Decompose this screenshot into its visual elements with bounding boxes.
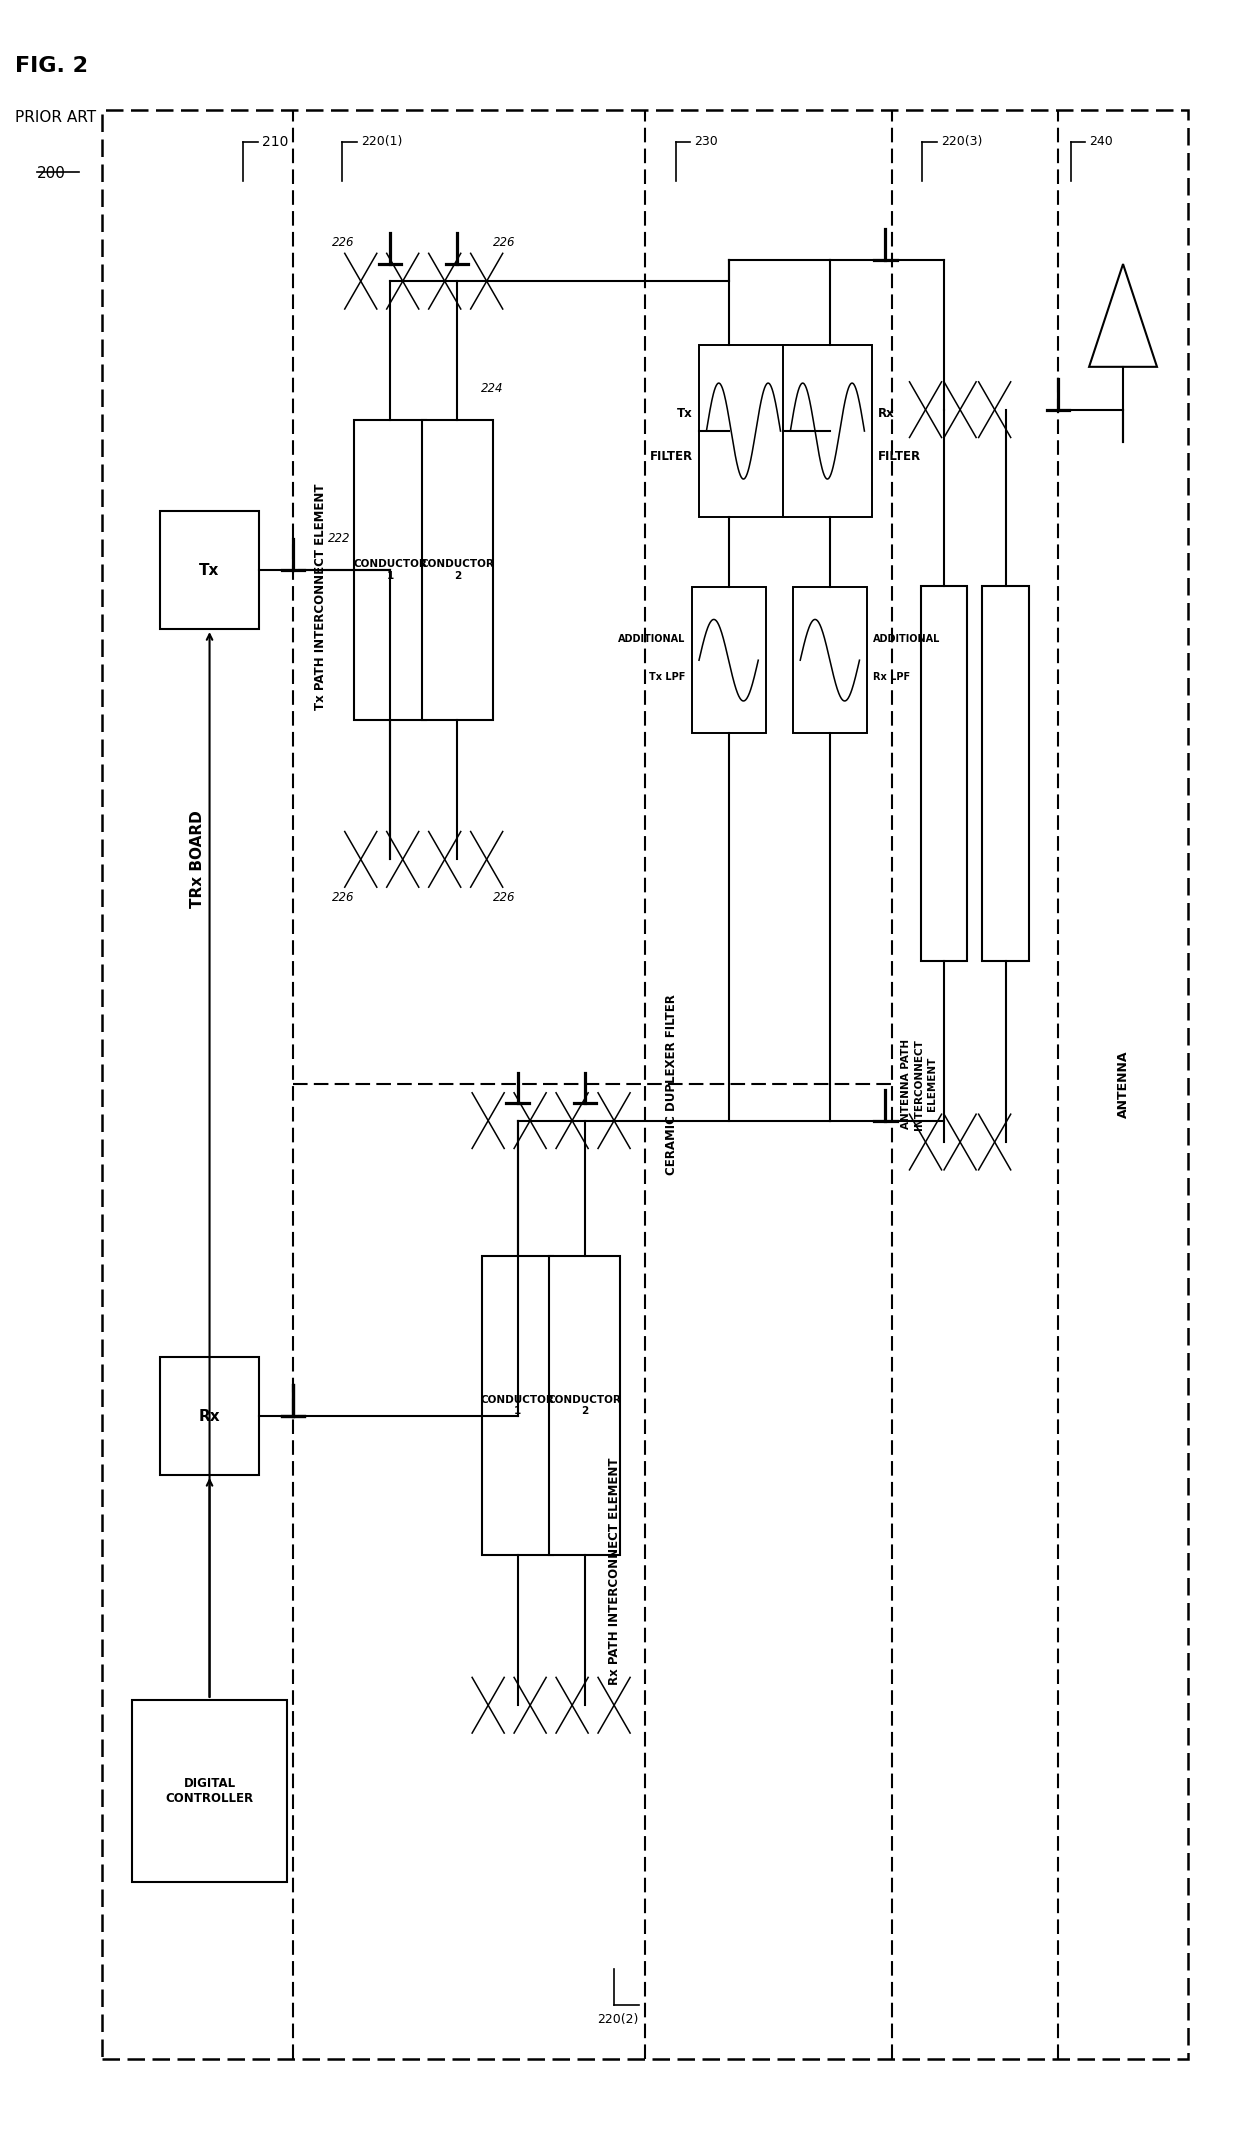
Polygon shape — [692, 588, 765, 732]
Text: PRIOR ART: PRIOR ART — [15, 109, 97, 125]
Text: Rx LPF: Rx LPF — [873, 672, 910, 683]
Text: Rx PATH INTERCONNECT ELEMENT: Rx PATH INTERCONNECT ELEMENT — [608, 1458, 620, 1685]
Text: 226: 226 — [332, 891, 355, 904]
Polygon shape — [982, 586, 1029, 962]
Text: CERAMIC DUPLEXER FILTER: CERAMIC DUPLEXER FILTER — [666, 994, 678, 1174]
Text: Tx: Tx — [200, 563, 219, 578]
Polygon shape — [160, 511, 259, 629]
Polygon shape — [133, 1700, 286, 1883]
Text: Tx LPF: Tx LPF — [649, 672, 686, 683]
Text: Tx PATH INTERCONNECT ELEMENT: Tx PATH INTERCONNECT ELEMENT — [314, 483, 326, 711]
Polygon shape — [782, 346, 872, 517]
Text: 210: 210 — [262, 135, 289, 148]
Text: 220(1): 220(1) — [361, 135, 402, 148]
Text: 226: 226 — [492, 891, 516, 904]
Text: Rx: Rx — [198, 1408, 221, 1423]
Text: 220(2): 220(2) — [598, 2014, 639, 2027]
Polygon shape — [482, 1256, 553, 1554]
Text: 222: 222 — [329, 532, 351, 545]
Text: TRx BOARD: TRx BOARD — [190, 809, 205, 908]
Text: 226: 226 — [492, 236, 516, 249]
Text: ADDITIONAL: ADDITIONAL — [618, 633, 686, 644]
Text: CONDUCTOR
2: CONDUCTOR 2 — [548, 1396, 621, 1417]
Text: 230: 230 — [694, 135, 718, 148]
Text: FILTER: FILTER — [650, 451, 693, 464]
Polygon shape — [160, 1357, 259, 1475]
Text: ADDITIONAL: ADDITIONAL — [873, 633, 940, 644]
Text: Tx: Tx — [677, 408, 693, 421]
Text: 226: 226 — [332, 236, 355, 249]
Polygon shape — [422, 421, 494, 719]
Polygon shape — [355, 421, 427, 719]
Polygon shape — [920, 586, 967, 962]
Text: DIGITAL
CONTROLLER: DIGITAL CONTROLLER — [165, 1778, 254, 1806]
Polygon shape — [792, 588, 867, 732]
Text: 240: 240 — [1089, 135, 1112, 148]
Text: CONDUCTOR
1: CONDUCTOR 1 — [353, 560, 427, 582]
Polygon shape — [699, 346, 787, 517]
Text: Rx: Rx — [878, 408, 895, 421]
Text: CONDUCTOR
2: CONDUCTOR 2 — [420, 560, 495, 582]
Text: ANTENNA PATH
INTERCONNECT
ELEMENT: ANTENNA PATH INTERCONNECT ELEMENT — [900, 1039, 937, 1129]
Text: 224: 224 — [481, 382, 503, 395]
Polygon shape — [549, 1256, 620, 1554]
Text: CONDUCTOR
1: CONDUCTOR 1 — [481, 1396, 554, 1417]
Text: FILTER: FILTER — [878, 451, 921, 464]
Text: ANTENNA: ANTENNA — [1116, 1050, 1130, 1119]
Text: 220(3): 220(3) — [941, 135, 982, 148]
Text: 200: 200 — [37, 165, 66, 180]
Text: FIG. 2: FIG. 2 — [15, 56, 88, 77]
